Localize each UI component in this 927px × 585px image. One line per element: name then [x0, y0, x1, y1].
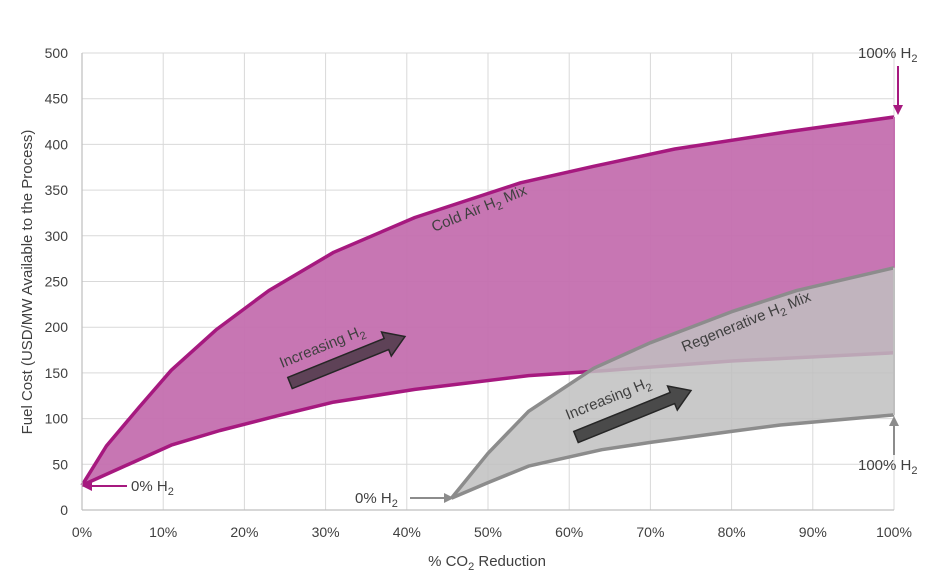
hundred-h2-top-label: 100% H2 — [858, 45, 918, 65]
x-tick-label: 80% — [718, 524, 746, 540]
y-tick-label: 300 — [45, 228, 69, 244]
tick-labels: 0 50 100 150 200 250 300 350 400 450 500 0% 10% 20% 30… — [45, 45, 912, 540]
regenerative-band-area — [451, 267, 894, 499]
y-tick-label: 250 — [45, 274, 69, 290]
y-tick-label: 0 — [60, 502, 68, 518]
y-axis-title: Fuel Cost (USD/MW Available to the Proce… — [19, 130, 36, 435]
axes — [81, 53, 894, 511]
x-tick-label: 90% — [799, 524, 827, 540]
increasing-arrow-2 — [572, 384, 693, 444]
regenerative-lower-line — [450, 413, 895, 500]
x-tick-label: 40% — [393, 524, 421, 540]
y-tick-label: 400 — [45, 136, 69, 152]
y-tick-label: 200 — [45, 319, 69, 335]
y-tick-label: 350 — [45, 182, 69, 198]
x-tick-label: 60% — [555, 524, 583, 540]
x-axis-title: % CO2 Reduction — [428, 553, 546, 573]
x-tick-label: 50% — [474, 524, 502, 540]
y-tick-label: 450 — [45, 91, 69, 107]
data-bands — [80, 115, 895, 500]
regenerative-upper-line — [450, 266, 895, 500]
y-tick-label: 150 — [45, 365, 69, 381]
x-tick-label: 100% — [876, 524, 912, 540]
y-tick-label: 100 — [45, 411, 69, 427]
x-tick-label: 20% — [230, 524, 258, 540]
x-tick-label: 70% — [636, 524, 664, 540]
y-tick-label: 50 — [52, 456, 68, 472]
x-tick-label: 10% — [149, 524, 177, 540]
x-tick-label: 30% — [312, 524, 340, 540]
cold-air-band-area — [82, 117, 894, 486]
zero-h2-mid-label: 0% H2 — [355, 490, 398, 510]
y-tick-label: 500 — [45, 45, 69, 61]
x-tick-label: 0% — [72, 524, 92, 540]
increasing-arrow-1 — [286, 330, 407, 390]
cold-air-upper-line — [80, 115, 895, 487]
hundred-h2-bottom-label: 100% H2 — [858, 457, 918, 477]
zero-h2-left-label: 0% H2 — [131, 478, 174, 498]
